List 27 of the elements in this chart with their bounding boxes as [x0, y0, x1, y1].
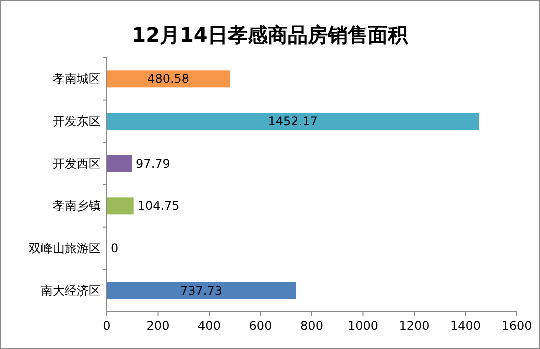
data-label: 97.79	[136, 156, 170, 171]
data-label: 737.73	[180, 284, 223, 298]
bar	[107, 282, 296, 300]
y-tick-label: 南大经济区	[41, 284, 101, 298]
bar	[107, 70, 230, 88]
y-tick-label: 开发东区	[53, 114, 101, 128]
data-label: 104.75	[138, 199, 180, 214]
bar	[107, 198, 134, 215]
x-tick-label: 800	[300, 319, 324, 333]
x-tick-label: 600	[249, 319, 272, 333]
y-tick-label: 开发西区	[53, 156, 101, 171]
y-tick-label: 双峰山旅游区	[29, 242, 101, 256]
data-label: 0	[111, 242, 119, 256]
bar	[107, 155, 132, 172]
x-tick-label: 1600	[502, 319, 532, 333]
data-label: 1452.17	[268, 114, 318, 128]
bar	[107, 113, 480, 130]
x-tick-label: 400	[198, 319, 221, 333]
x-tick-label: 1400	[450, 319, 482, 333]
y-tick-label: 孝南乡镇	[53, 199, 101, 214]
x-tick-label: 1000	[348, 319, 379, 333]
x-tick-label: 1200	[399, 319, 430, 333]
x-tick-label: 0	[103, 319, 111, 333]
y-tick-label: 孝南城区	[53, 72, 101, 86]
x-tick-label: 200	[146, 319, 170, 333]
chart-title: 12月14日孝感商品房销售面积	[132, 23, 409, 47]
data-label: 480.58	[148, 72, 190, 86]
